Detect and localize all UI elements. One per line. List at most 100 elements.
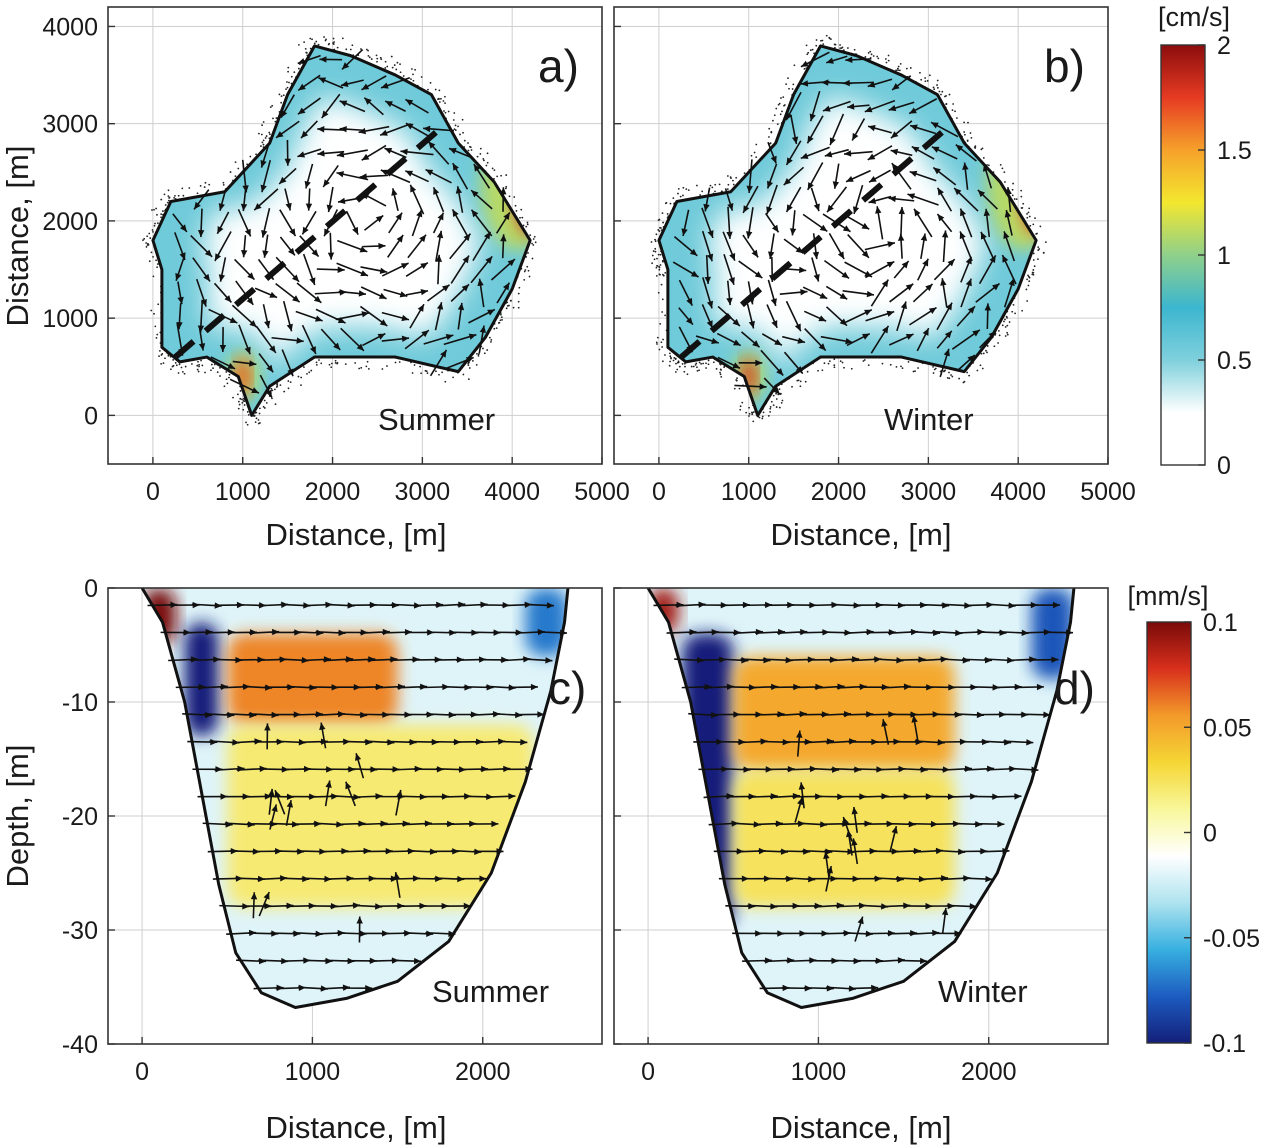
speckle-dot: [711, 186, 714, 189]
arrow-head: [819, 292, 828, 299]
speckle-dot: [523, 270, 526, 273]
arrow-head: [772, 387, 780, 395]
speckle-dot: [154, 222, 156, 225]
speckle-dot: [899, 62, 902, 65]
speckle-dot: [444, 95, 446, 98]
velocity-arrow: [473, 848, 504, 855]
arrow-head: [789, 228, 797, 236]
speckle-dot: [803, 67, 806, 70]
speckle-dot: [806, 53, 809, 56]
velocity-arrow: [435, 230, 444, 262]
speckle-dot: [739, 408, 742, 411]
velocity-arrow: [980, 231, 996, 261]
arrow-head: [401, 335, 410, 342]
speckle-dot: [1035, 233, 1038, 235]
velocity-arrow: [301, 210, 317, 235]
velocity-arrow: [704, 255, 711, 284]
velocity-arrow: [960, 278, 972, 308]
speckle-dot: [787, 77, 789, 80]
speckle-dot: [751, 411, 754, 414]
arrow-head: [861, 250, 869, 258]
speckle-dot: [519, 216, 521, 219]
velocity-arrow: [197, 299, 205, 333]
velocity-arrow: [897, 957, 928, 965]
velocity-arrow: [485, 793, 516, 800]
speckle-dot: [517, 292, 520, 295]
speckle-dot: [966, 371, 969, 374]
arrow-head: [1008, 278, 1015, 287]
arrow-head: [396, 235, 404, 243]
arrow-head: [839, 318, 847, 326]
arrow-head: [304, 180, 311, 189]
speckle-dot: [237, 407, 240, 410]
arrow-head: [846, 175, 854, 182]
speckle-dot: [828, 37, 831, 40]
velocity-arrow: [473, 163, 491, 189]
speckle-dot: [241, 401, 244, 404]
arrow-head: [473, 164, 481, 172]
velocity-arrow: [443, 333, 477, 346]
speckle-dot: [778, 388, 781, 391]
arrow-head: [681, 228, 688, 236]
speckle-dot: [309, 37, 312, 40]
speckle-dot: [313, 42, 316, 45]
speckle-dot: [967, 121, 969, 124]
arrow-head: [214, 253, 222, 261]
speckle-dot: [288, 81, 290, 84]
speckle-dot: [662, 221, 664, 224]
arrow-head: [302, 226, 309, 235]
speckle-dot: [654, 250, 657, 253]
velocity-arrow: [889, 333, 914, 346]
arrow-head: [909, 170, 918, 177]
arrow-head: [960, 208, 967, 217]
speckle-dot: [1027, 275, 1030, 278]
speckle-dot: [367, 54, 370, 57]
arrow-head: [914, 208, 921, 217]
velocity-arrow: [955, 144, 977, 162]
velocity-arrow: [360, 286, 387, 300]
velocity-arrow: [405, 262, 429, 278]
speckle-dot: [386, 365, 388, 367]
speckle-dot: [864, 56, 867, 58]
arrow-head: [911, 715, 918, 723]
speckle-dot: [182, 194, 185, 197]
velocity-arrow: [284, 188, 292, 211]
speckle-dot: [672, 197, 675, 200]
arrow-head: [287, 368, 294, 377]
velocity-arrow: [956, 305, 976, 327]
speckle-dot: [440, 97, 442, 100]
panel-b-transect-line: [679, 126, 949, 360]
speckle-dot: [467, 142, 469, 144]
speckle-dot: [907, 360, 910, 363]
arrow-head: [381, 82, 389, 89]
arrow-head: [905, 283, 914, 291]
speckle-dot: [1027, 274, 1029, 277]
speckle-dot: [490, 339, 493, 341]
velocity-arrow: [395, 789, 403, 816]
arrow-head: [685, 317, 693, 325]
speckle-dot: [999, 163, 1002, 166]
speed-colorbar-gradient: [1160, 44, 1206, 466]
speckle-dot: [470, 149, 473, 151]
panel-a-ytick-label: 0: [84, 402, 98, 430]
velocity-arrow: [363, 214, 384, 231]
speckle-dot: [673, 357, 676, 359]
speckle-dot: [410, 78, 412, 81]
speckle-dot: [772, 394, 775, 397]
arrow-head: [905, 334, 914, 340]
speckle-dot: [287, 387, 290, 390]
speckle-dot: [278, 93, 281, 96]
speckle-dot: [532, 244, 535, 246]
arrow-head: [354, 753, 362, 761]
speckle-dot: [360, 366, 363, 369]
velocity-arrow: [723, 254, 735, 286]
velocity-arrow: [800, 146, 830, 160]
velocity-arrow: [703, 187, 711, 212]
speckle-dot: [805, 44, 808, 47]
speckle-dot: [773, 114, 776, 117]
speckle-dot: [212, 367, 214, 370]
speckle-dot: [1008, 321, 1011, 323]
velocity-arrow: [1004, 209, 1013, 236]
velocity-arrow: [810, 187, 820, 212]
arrow-head: [419, 234, 427, 243]
